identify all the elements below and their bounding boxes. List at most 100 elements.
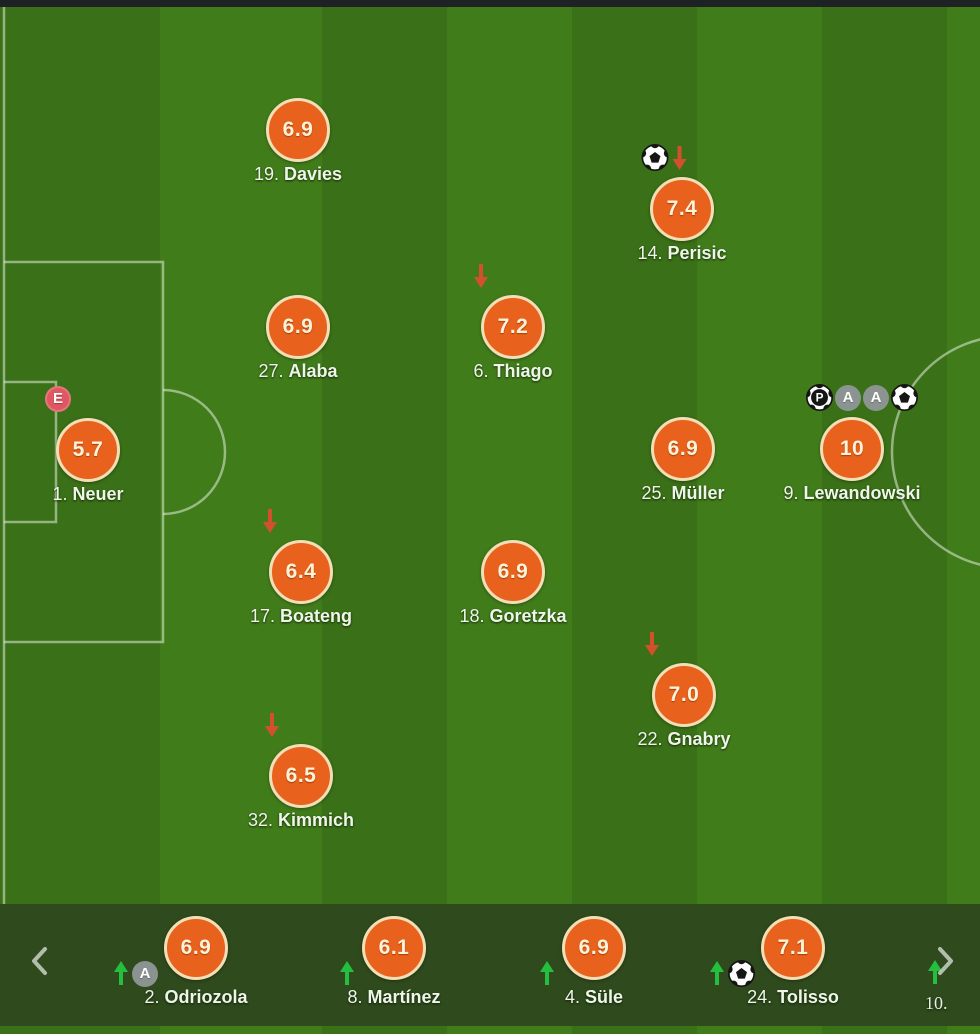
player-label: 2. Odriozola (144, 987, 247, 1008)
sub-off-icon (261, 507, 279, 534)
player-rating: 6.4 (285, 560, 317, 583)
player-rating-circle[interactable]: 6.5 (269, 744, 333, 808)
sub-on-icon (338, 960, 356, 987)
player-name: Odriozola (164, 987, 248, 1007)
player-rating: 6.9 (180, 936, 212, 959)
bench-prev-button[interactable] (29, 946, 51, 981)
goal-icon (641, 144, 669, 171)
player-rating-circle[interactable]: 6.9 (651, 417, 715, 481)
player-event-icons (708, 960, 755, 987)
player-rating-circle[interactable]: 6.9 (266, 295, 330, 359)
player: 6.9 4. Süle (494, 916, 694, 1008)
player-rating: 7.4 (666, 197, 698, 220)
player-rating: 6.5 (285, 764, 317, 787)
player-rating-circle[interactable]: 7.4 (650, 177, 714, 241)
player-name: Martínez (367, 987, 441, 1007)
player: E 5.7 1. Neuer (0, 385, 188, 505)
sub-on-icon (112, 960, 130, 987)
player-label: 19. Davies (254, 164, 342, 185)
chevron-left-icon (29, 947, 51, 980)
player-name: Thiago (493, 361, 553, 381)
sub-off-icon (472, 262, 490, 289)
player-number: 24. (747, 987, 773, 1007)
player-event-icons: A (112, 960, 158, 987)
player-rating: 7.0 (668, 683, 700, 706)
player-rating: 6.9 (282, 118, 314, 141)
goal-icon (728, 960, 755, 987)
goal-icon (891, 384, 918, 411)
player-name: Gnabry (667, 729, 731, 749)
player-label: 4. Süle (565, 987, 623, 1008)
player-number: 22. (637, 729, 663, 749)
sub-on-icon (708, 960, 726, 987)
player-label: 27. Alaba (258, 361, 337, 382)
player: A 6.9 2. Odriozola (96, 916, 296, 1008)
player: 6.9 18. Goretzka (413, 540, 613, 627)
player-name: Tolisso (777, 987, 839, 1007)
player-rating: 6.9 (282, 315, 314, 338)
player-event-icons (641, 144, 689, 171)
sub-on-icon (538, 960, 556, 987)
assist-badge: A (132, 960, 158, 987)
player-label: 8. Martínez (347, 987, 440, 1008)
player-rating-circle[interactable]: 6.9 (481, 540, 545, 604)
player-label: 1. Neuer (52, 484, 123, 505)
player-name: Alaba (288, 361, 338, 381)
player: 6.9 27. Alaba (198, 295, 398, 382)
player-number: 6. (473, 361, 489, 381)
player-label: 17. Boateng (250, 606, 352, 627)
player-number: 1. (52, 484, 68, 504)
sub-off-icon (643, 630, 661, 657)
player-label: 14. Perisic (637, 243, 726, 264)
player-rating-circle[interactable]: 10 (820, 417, 884, 481)
player-rating-circle[interactable]: 6.1 (362, 916, 426, 980)
player-name: Davies (284, 164, 343, 184)
sub-off-icon (671, 144, 689, 171)
player-label: 22. Gnabry (637, 729, 730, 750)
player-rating-circle[interactable]: 7.2 (481, 295, 545, 359)
player-rating-circle[interactable]: 7.0 (652, 663, 716, 727)
player-rating-circle[interactable]: 6.9 (266, 98, 330, 162)
player: 7.4 14. Perisic (582, 144, 782, 264)
top-edge-strip (0, 0, 980, 7)
player-name: Perisic (667, 243, 727, 263)
player: 7.1 24. Tolisso (693, 916, 893, 1008)
player-rating: 7.2 (497, 315, 529, 338)
player-label: 24. Tolisso (747, 987, 839, 1008)
player-label: 25. Müller (641, 483, 724, 504)
player-event-icons (261, 507, 279, 534)
player-rating-circle[interactable]: 7.1 (761, 916, 825, 980)
player-name: Goretzka (489, 606, 567, 626)
player-rating-circle[interactable]: 6.4 (269, 540, 333, 604)
player-name: Neuer (72, 484, 124, 504)
player-rating-circle[interactable]: 6.9 (562, 916, 626, 980)
player: 7.2 6. Thiago (413, 264, 613, 382)
player-number: 27. (258, 361, 284, 381)
player-event-icons (472, 262, 490, 289)
player-rating: 6.9 (578, 936, 610, 959)
player-number: 19. (253, 164, 279, 184)
player: 6.4 17. Boateng (201, 509, 401, 627)
player-name: Lewandowski (803, 483, 921, 503)
sub-on-icon (926, 959, 944, 991)
player: 6.5 32. Kimmich (201, 713, 401, 831)
player-number: 8. (347, 987, 363, 1007)
player-rating-circle[interactable]: 5.7 (56, 418, 120, 482)
player-number: 4. (564, 987, 580, 1007)
player-rating-circle[interactable]: 6.9 (164, 916, 228, 980)
player-rating: 7.1 (777, 936, 809, 959)
player-name: Kimmich (278, 810, 355, 830)
player-rating: 10 (839, 437, 865, 460)
error-badge: E (45, 385, 71, 412)
player-event-icons (263, 711, 281, 738)
sub-off-icon (263, 711, 281, 738)
player-label: 32. Kimmich (248, 810, 354, 831)
bench-next-button[interactable] (934, 946, 956, 981)
player-number: 9. (783, 483, 799, 503)
player-number: 25. (641, 483, 667, 503)
assist-badge: A (863, 384, 889, 411)
player-event-icons (338, 960, 356, 987)
